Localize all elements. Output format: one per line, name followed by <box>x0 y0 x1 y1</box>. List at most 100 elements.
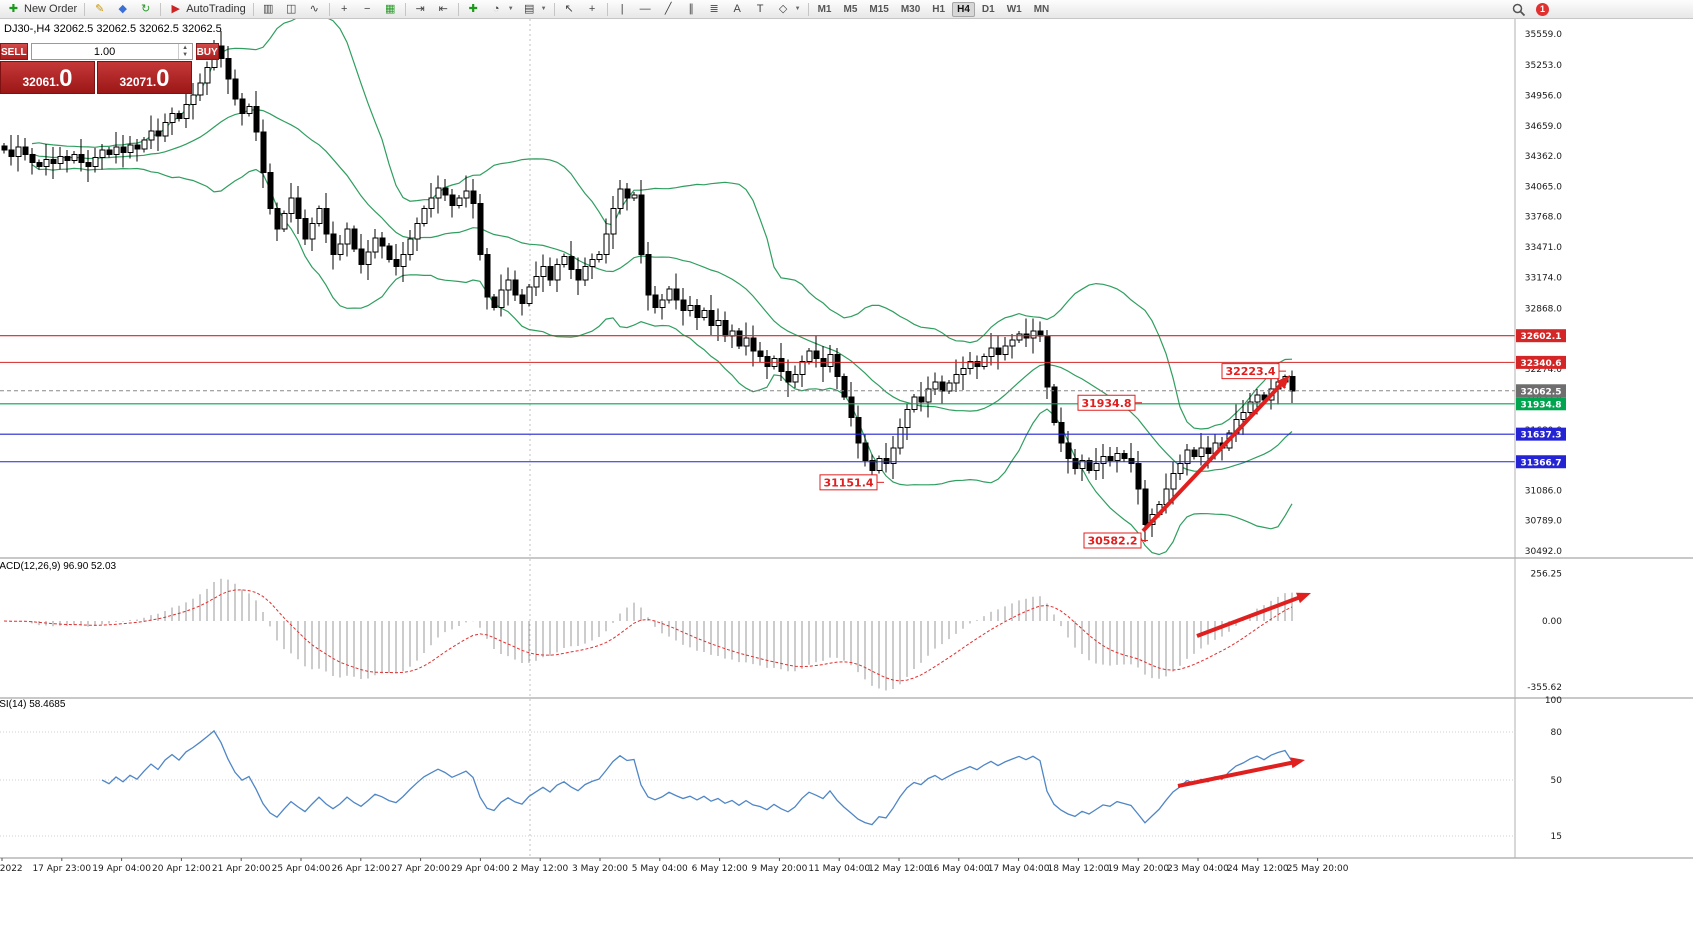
crosshair-button[interactable]: + <box>581 1 604 18</box>
price-tag-32062.5: 32062.5 <box>1516 384 1566 398</box>
svg-text:16 May 04:00: 16 May 04:00 <box>928 864 990 874</box>
timeframe-d1-button[interactable]: D1 <box>981 3 995 15</box>
new-order-plus-icon: ✚ <box>8 2 19 15</box>
templates-button[interactable]: ▤ ▼ <box>518 1 551 18</box>
timeframe-m5-button[interactable]: M5 <box>843 3 858 15</box>
timeframe-m15-button[interactable]: M15 <box>869 3 889 15</box>
text-icon: A <box>733 2 741 15</box>
svg-text:80: 80 <box>1551 728 1563 738</box>
svg-text:31637.3: 31637.3 <box>1521 431 1562 441</box>
svg-text:35559.0: 35559.0 <box>1525 30 1562 40</box>
volume-input[interactable] <box>31 44 178 59</box>
channel-button[interactable]: ∥ <box>680 1 703 18</box>
timeframe-m30-button[interactable]: M30 <box>900 3 921 15</box>
indicators-button[interactable]: ✚ <box>462 1 485 18</box>
chart-ohlc-title: DJ30-,H4 32062.5 32062.5 32062.5 32062.5 <box>4 23 222 35</box>
price-callout-32223.4: 32223.4 <box>1221 363 1286 380</box>
metaeditor-button[interactable]: ✎ <box>88 1 111 18</box>
svg-text:19 May 20:00: 19 May 20:00 <box>1107 864 1169 874</box>
dropdown-caret-icon: ▼ <box>507 6 514 12</box>
one-click-trading-panel: SELL ▲ ▼ BUY 32061. 0 32071. 0 <box>0 43 219 94</box>
volume-up-icon[interactable]: ▲ <box>182 44 189 51</box>
sell-price-big-digit: 0 <box>59 65 73 92</box>
text-label-button[interactable]: T <box>749 1 772 18</box>
fibonacci-button[interactable]: ≣ <box>703 1 726 18</box>
buy-button[interactable]: BUY <box>195 43 219 60</box>
trend-arrow-rsi <box>1177 757 1305 788</box>
notification-badge[interactable]: 1 <box>1536 3 1549 16</box>
volume-down-icon[interactable]: ▼ <box>182 51 189 58</box>
shapes-button[interactable]: ◇ ▼ <box>772 1 805 18</box>
buy-price-box[interactable]: 32071. 0 <box>97 61 192 94</box>
horizontal-line-button[interactable]: — <box>634 1 657 18</box>
zoom-out-button[interactable]: − <box>356 1 379 18</box>
new-order-button[interactable]: ✚ New Order <box>2 1 81 18</box>
chart-shift-icon: ⇤ <box>438 2 448 15</box>
svg-text:29 Apr 04:00: 29 Apr 04:00 <box>451 864 510 874</box>
svg-text:30582.2: 30582.2 <box>1087 535 1137 548</box>
toolbar-separator <box>252 2 254 16</box>
rsi-indicator-label: RSI(14) 58.4685 <box>0 699 66 710</box>
svg-text:11 May 04:00: 11 May 04:00 <box>808 864 870 874</box>
periods-button[interactable]: ◔ ▼ <box>485 1 518 18</box>
sell-button[interactable]: SELL <box>0 43 28 60</box>
sell-price-main: 32061. <box>22 75 60 89</box>
indicators-icon: ✚ <box>468 2 478 15</box>
vertical-line-button[interactable]: | <box>611 1 634 18</box>
cursor-icon: ↖ <box>564 2 574 15</box>
channel-icon: ∥ <box>688 2 694 15</box>
buy-price-big-digit: 0 <box>156 65 170 92</box>
candlestick-chart-button[interactable]: ◫ <box>280 1 303 18</box>
svg-text:-355.62: -355.62 <box>1527 683 1562 693</box>
timeframe-h4-button[interactable]: H4 <box>952 1 975 17</box>
svg-text:32868.0: 32868.0 <box>1525 305 1562 315</box>
refresh-button[interactable]: ↻ <box>134 1 157 18</box>
svg-text:23 May 04:00: 23 May 04:00 <box>1167 864 1229 874</box>
new-order-label: New Order <box>24 3 78 15</box>
dropdown-caret-icon: ▼ <box>540 6 547 12</box>
toolbar-separator <box>457 2 459 16</box>
timeframe-h1-button[interactable]: H1 <box>932 3 946 15</box>
line-chart-button[interactable]: ∿ <box>303 1 326 18</box>
rsi-line <box>101 729 1293 826</box>
main-toolbar: ✚ New Order ✎ ◆ ↻ ▶ AutoTrading ▥ ◫ ∿ + − ▦ ⇥ ⇤ ✚ ◔ ▼ ▤ ▼… <box>0 0 1693 19</box>
metaeditor-icon: ✎ <box>95 2 105 15</box>
toolbar-separator <box>404 2 406 16</box>
cursor-button[interactable]: ↖ <box>558 1 581 18</box>
svg-text:100: 100 <box>1545 696 1562 706</box>
bollinger-band-upper <box>31 12 1293 430</box>
sell-price-box[interactable]: 32061. 0 <box>0 61 95 94</box>
svg-text:33768.0: 33768.0 <box>1525 213 1562 223</box>
bar-chart-button[interactable]: ▥ <box>257 1 280 18</box>
timeframe-m1-button[interactable]: M1 <box>817 3 832 15</box>
price-callout-30582.2: 30582.2 <box>1083 532 1148 549</box>
autotrading-button[interactable]: ▶ AutoTrading <box>164 1 250 18</box>
search-icon[interactable] <box>1512 3 1526 17</box>
community-icon: ◆ <box>118 2 127 15</box>
volume-stepper[interactable]: ▲ ▼ <box>177 44 192 59</box>
price-axis-labels: 35559.0 35253.0 34956.0 34659.0 34362.0 34065… <box>1525 30 1562 557</box>
auto-scroll-button[interactable]: ⇥ <box>409 1 432 18</box>
price-tag-31637.3: 31637.3 <box>1516 427 1566 441</box>
trendline-button[interactable]: ╱ <box>657 1 680 18</box>
zoom-in-button[interactable]: + <box>333 1 356 18</box>
chart-shift-button[interactable]: ⇤ <box>432 1 455 18</box>
text-button[interactable]: A <box>726 1 749 18</box>
svg-text:31151.4: 31151.4 <box>823 476 873 489</box>
autotrading-label: AutoTrading <box>186 3 246 15</box>
community-button[interactable]: ◆ <box>111 1 134 18</box>
toolbar-separator <box>553 2 555 16</box>
text-label-icon: T <box>756 2 764 15</box>
toolbar-separator <box>606 2 608 16</box>
candles-layer <box>1 30 1296 542</box>
svg-text:20 Apr 12:00: 20 Apr 12:00 <box>152 864 211 874</box>
timeframe-w1-button[interactable]: W1 <box>1006 3 1022 15</box>
auto-scroll-icon: ⇥ <box>415 2 425 15</box>
svg-text:32274.0: 32274.0 <box>1525 365 1562 375</box>
timeframe-mn-button[interactable]: MN <box>1033 3 1050 15</box>
tile-windows-button[interactable]: ▦ <box>379 1 402 18</box>
trend-arrow-price <box>1141 375 1290 533</box>
